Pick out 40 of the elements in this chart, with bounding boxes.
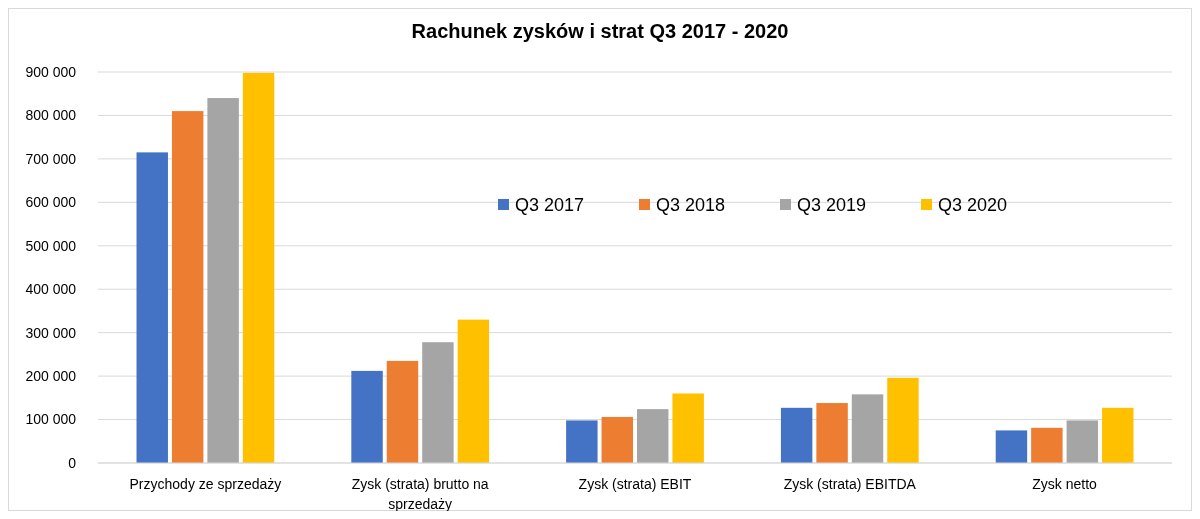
y-tick-label: 800 000 — [25, 107, 77, 124]
bar — [1066, 420, 1099, 463]
y-tick-label: 200 000 — [25, 368, 77, 385]
bar — [1031, 427, 1063, 463]
bar — [422, 342, 454, 463]
x-tick-label: Przychody ze sprzedaży — [129, 476, 282, 492]
bar — [386, 360, 419, 463]
y-tick-label: 300 000 — [25, 324, 77, 341]
y-tick-label: 600 000 — [25, 194, 77, 211]
legend-label: Q3 2020 — [938, 195, 1008, 216]
legend-label: Q3 2018 — [656, 195, 726, 216]
x-tick-label: Zysk netto — [1032, 476, 1098, 492]
bar — [136, 152, 168, 463]
y-tick-label: 0 — [68, 454, 77, 471]
bar — [457, 319, 490, 463]
y-tick-label: 400 000 — [25, 281, 77, 298]
x-tick-label: Zysk (strata) EBITDA — [783, 476, 917, 492]
bar — [566, 420, 598, 463]
legend-label: Q3 2019 — [797, 195, 867, 216]
y-tick-label: 500 000 — [25, 237, 77, 254]
bar — [171, 111, 204, 463]
y-tick-label: 100 000 — [25, 411, 77, 428]
bar — [601, 416, 633, 463]
bar — [207, 98, 239, 463]
bar — [1102, 407, 1134, 463]
chart-title: Rachunek zysków i strat Q3 2017 - 2020 — [411, 20, 789, 42]
x-tick-label: Zysk (strata) EBIT — [578, 476, 692, 492]
bar — [351, 370, 383, 463]
bar — [887, 377, 919, 463]
y-tick-label: 700 000 — [25, 150, 77, 167]
x-tick-label: Zysk (strata) brutto na sprzedaży — [351, 476, 489, 512]
bar — [816, 403, 848, 463]
bar — [242, 72, 275, 463]
bar — [637, 409, 669, 463]
legend-label: Q3 2017 — [515, 195, 585, 216]
bar — [851, 394, 884, 463]
bar — [672, 393, 704, 463]
bar — [780, 407, 813, 463]
bar — [995, 430, 1028, 463]
y-tick-label: 900 000 — [25, 63, 77, 80]
